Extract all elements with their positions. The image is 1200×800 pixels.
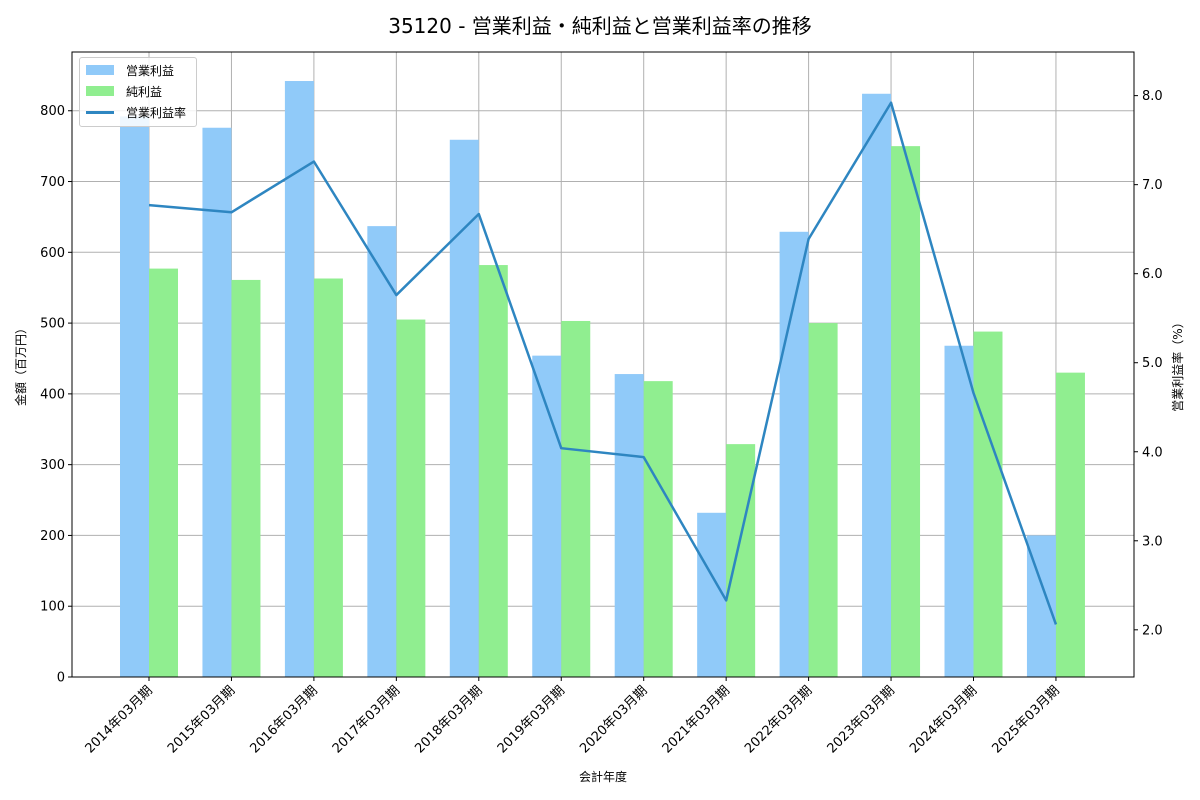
y-tick-label: 500 (40, 317, 65, 332)
y2-tick-label: 6.0 (1142, 267, 1163, 282)
x-tick-label: 2020年03月期 (577, 683, 650, 756)
x-tick-label: 2017年03月期 (330, 683, 403, 756)
bar-operating-profit (202, 127, 232, 677)
y-tick-label: 0 (57, 671, 65, 686)
y-tick-label: 400 (40, 387, 65, 402)
bar-net-profit (1055, 372, 1085, 677)
bar-operating-profit (120, 116, 149, 677)
y2-tick-label: 2.0 (1142, 623, 1163, 638)
y-tick-label: 700 (40, 175, 65, 190)
y2-tick-label: 8.0 (1142, 89, 1163, 104)
x-tick-label: 2015年03月期 (165, 683, 238, 756)
bar-net-profit (726, 444, 756, 677)
x-tick-label: 2022年03月期 (742, 683, 815, 756)
y2-tick-label: 4.0 (1142, 445, 1163, 460)
bar-net-profit (891, 146, 921, 678)
legend-item-margin: 営業利益率 (86, 103, 186, 121)
y-tick-label: 300 (40, 458, 65, 473)
line-series (148, 101, 1058, 625)
legend-line-swatch (86, 110, 114, 114)
chart-title: 35120 - 営業利益・純利益と営業利益率の推移 (388, 14, 812, 38)
legend-swatch-green (86, 86, 114, 96)
bar-operating-profit (862, 93, 892, 677)
legend-item-net-profit: 純利益 (86, 82, 162, 100)
y-tick-label: 800 (40, 104, 65, 119)
plot-frame (71, 51, 1135, 678)
y-axis-left: 0 100 200 300 400 500 600 700 800 (40, 104, 72, 686)
bar-operating-profit (697, 512, 727, 677)
y-tick-label: 100 (40, 600, 65, 615)
x-tick-label: 2023年03月期 (825, 683, 898, 756)
x-tick-label: 2019年03月期 (495, 683, 568, 756)
bar-net-profit (808, 323, 838, 677)
bar-operating-profit (284, 81, 314, 677)
x-axis: 2014年03月期 2015年03月期 2016年03月期 2017年03月期 2018… (83, 677, 1063, 757)
legend-item-operating-profit: 営業利益 (86, 61, 174, 79)
legend: 営業利益 純利益 営業利益率 (79, 57, 197, 127)
x-tick-label: 2016年03月期 (247, 683, 320, 756)
y-axis-label: 金額（百万円） (13, 322, 28, 406)
x-tick-label: 2024年03月期 (907, 683, 980, 756)
bar-net-profit (149, 268, 178, 677)
bar-net-profit (396, 319, 426, 677)
bar-net-profit (313, 278, 343, 677)
bar-operating-profit (944, 345, 974, 677)
line-operating-margin (148, 101, 1058, 625)
bar-operating-profit (449, 139, 479, 677)
bar-net-profit (643, 381, 673, 677)
y-tick-label: 600 (40, 246, 65, 261)
x-axis-label: 会計年度 (579, 769, 627, 784)
x-tick-label: 2021年03月期 (660, 683, 733, 756)
y-axis-right: 2.0 3.0 4.0 5.0 6.0 7.0 8.0 (1134, 89, 1163, 638)
x-tick-label: 2025年03月期 (989, 683, 1062, 756)
y2-tick-label: 3.0 (1142, 534, 1163, 549)
bar-net-profit (478, 265, 508, 677)
bar-net-profit (973, 331, 1003, 677)
bar-net-profit (561, 320, 591, 677)
bar-operating-profit (367, 226, 397, 677)
bar-operating-profit (614, 374, 644, 677)
bar-net-profit (231, 279, 261, 677)
y-tick-label: 200 (40, 529, 65, 544)
x-tick-label: 2018年03月期 (412, 683, 485, 756)
legend-label: 純利益 (126, 84, 163, 99)
legend-label: 営業利益率 (126, 105, 187, 120)
bar-series (120, 81, 1085, 678)
legend-label: 営業利益 (126, 63, 175, 78)
y2-axis-label: 営業利益率（%） (1170, 316, 1185, 411)
y2-tick-label: 7.0 (1142, 178, 1163, 193)
legend-swatch-blue (86, 65, 114, 75)
y2-tick-label: 5.0 (1142, 356, 1163, 371)
x-tick-label: 2014年03月期 (83, 683, 156, 756)
